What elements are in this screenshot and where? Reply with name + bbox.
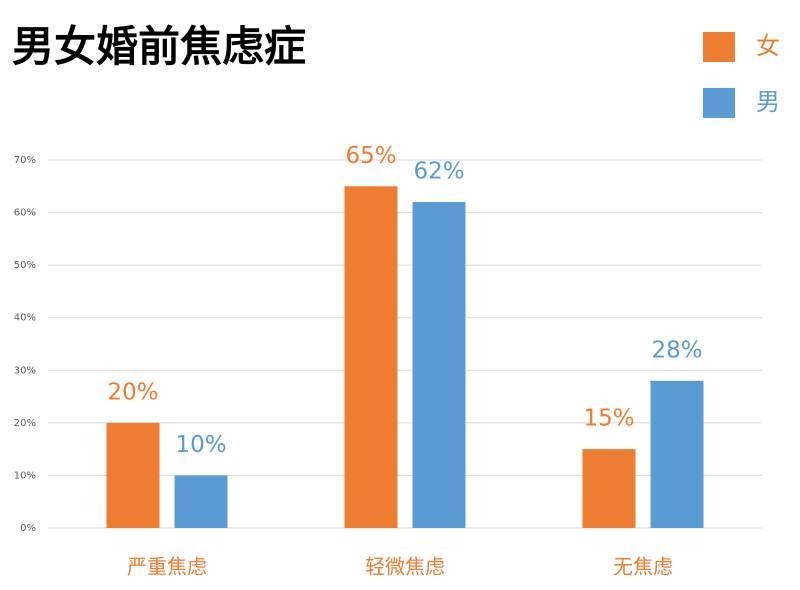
bar — [174, 475, 228, 528]
y-tick-label: 60% — [14, 208, 36, 219]
chart-title: 男女婚前焦虑症 — [12, 22, 306, 71]
y-tick-label: 70% — [14, 155, 36, 166]
value-label: 15% — [583, 406, 634, 432]
legend-label: 女 — [756, 32, 780, 60]
y-tick-label: 30% — [14, 365, 36, 376]
value-label: 28% — [651, 337, 702, 363]
y-tick-label: 0% — [20, 523, 36, 534]
y-tick-label: 20% — [14, 418, 36, 429]
legend-swatch — [703, 88, 735, 118]
value-label: 65% — [345, 143, 396, 169]
value-label: 62% — [413, 159, 464, 185]
y-tick-label: 10% — [14, 470, 36, 481]
bar — [412, 202, 466, 529]
legend-label: 男 — [756, 88, 780, 116]
y-tick-label: 50% — [14, 260, 36, 271]
y-tick-label: 40% — [14, 313, 36, 324]
bar — [650, 380, 704, 528]
bar — [106, 422, 160, 528]
x-tick-label: 无焦虑 — [613, 555, 673, 579]
bar — [582, 449, 636, 528]
x-tick-label: 轻微焦虑 — [365, 555, 445, 579]
legend-swatch — [703, 32, 735, 62]
x-tick-label: 严重焦虑 — [127, 555, 207, 579]
bar — [344, 186, 398, 529]
value-label: 10% — [175, 432, 226, 458]
value-label: 20% — [107, 379, 158, 405]
